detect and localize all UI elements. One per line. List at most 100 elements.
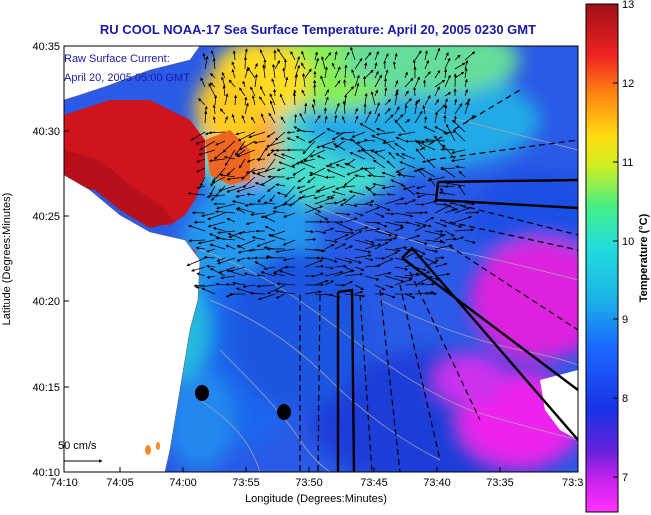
current-vector [259,96,266,106]
current-vector [394,212,414,218]
current-vector [298,194,316,200]
current-vector [187,191,206,196]
current-vector [204,55,209,70]
current-vector [374,212,385,218]
current-vector [208,83,216,97]
current-vector [392,61,397,70]
current-vector [444,74,451,88]
current-vector [414,266,427,272]
current-vector [414,271,431,277]
current-vector [245,221,256,226]
current-vector [188,239,206,243]
current-vector [374,149,386,154]
current-vector [267,185,276,192]
current-vector [384,284,394,289]
current-vector [360,166,376,171]
scale-label: 50 cm/s [58,440,97,452]
current-vector [424,59,429,70]
current-vector [394,106,400,115]
current-vector [209,243,226,250]
current-vector [236,257,246,262]
current-vector [354,266,365,271]
current-vector [186,257,206,267]
current-vector [394,91,399,106]
current-vector [343,79,347,88]
x-tick-label: 74:00 [169,477,197,489]
current-vector [334,50,338,61]
current-vector [224,115,228,124]
current-vector [429,177,436,187]
current-vector [374,112,380,124]
current-vector [311,103,316,115]
current-vector [296,129,316,133]
current-vector [424,248,439,253]
current-vector [188,224,206,232]
current-vector [415,191,436,196]
current-vector [280,153,296,160]
current-vector [215,236,236,241]
current-vector [444,104,448,115]
current-vector [324,244,335,250]
current-vector [304,203,322,213]
current-vector [256,167,276,175]
current-vector [314,264,325,268]
current-vector [297,176,306,183]
current-vector [203,255,216,259]
current-vector [404,248,415,252]
current-vector [453,115,457,124]
current-vector [334,102,340,115]
current-vector [294,56,300,70]
current-vector [228,230,246,238]
current-vector [334,140,346,148]
x-axis-label: Longitude (Degrees:Minutes) [245,493,387,505]
current-vector [404,234,421,241]
current-vector [242,80,246,88]
current-vector [251,171,266,178]
current-vector [384,221,404,228]
current-vector [382,139,396,151]
current-vector [324,239,339,244]
current-vector [414,210,429,215]
current-vector [250,116,256,124]
current-vector [303,149,316,162]
current-vector [354,226,369,232]
current-vector [236,207,256,214]
current-vector [196,158,206,163]
current-vector [384,197,405,205]
current-vector [212,227,226,232]
current-vector [207,212,226,220]
current-vector [197,239,216,245]
current-vector [253,140,266,145]
current-vector [214,94,218,106]
current-vector [196,167,206,173]
current-vector [243,56,247,70]
current-vector [416,185,426,190]
current-vector [344,64,348,79]
current-vector [354,107,358,115]
current-vector [424,50,428,61]
current-vector [266,131,276,138]
current-vector [331,190,346,196]
current-vector [226,176,246,181]
current-vector [397,171,406,178]
current-vector [434,272,451,277]
current-vector [334,221,354,231]
current-vector [324,89,330,97]
current-vector [344,203,358,208]
current-vector [412,86,417,97]
current-vector [281,202,296,207]
current-vector [208,131,226,135]
y-tick-label: 40:25 [32,211,60,223]
current-vector [354,57,363,70]
current-vector [424,230,444,236]
y-tick-label: 40:35 [32,41,60,53]
current-vector [354,82,360,97]
map-title: RU COOL NOAA-17 Sea Surface Temperature:… [100,22,536,37]
current-vector [454,62,466,70]
current-vector [415,148,426,160]
current-vector [444,68,448,79]
current-vector [214,193,226,198]
current-vector [213,149,226,160]
current-vector [271,78,276,88]
current-vector [243,272,256,277]
